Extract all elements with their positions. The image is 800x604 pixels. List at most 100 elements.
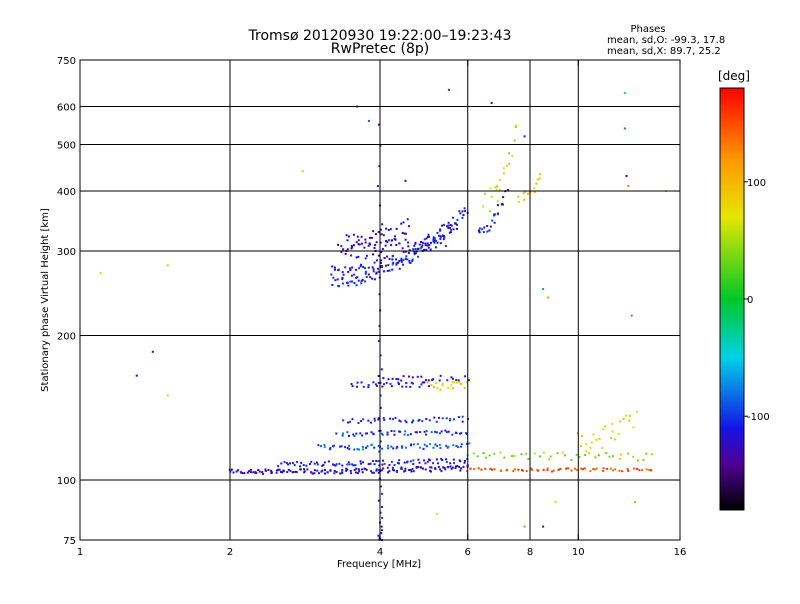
data-point (369, 276, 372, 279)
data-point (379, 511, 382, 514)
data-point (455, 223, 458, 226)
data-point (425, 237, 428, 240)
data-point (488, 210, 491, 213)
data-point (628, 419, 631, 422)
data-point (425, 445, 428, 448)
data-point (426, 236, 429, 239)
data-point (333, 472, 336, 475)
data-point (340, 445, 343, 448)
data-point (320, 470, 323, 473)
data-point (317, 472, 320, 475)
data-point (523, 135, 526, 138)
data-point (435, 458, 438, 461)
data-point (333, 266, 336, 269)
data-point (368, 242, 371, 245)
data-point (583, 467, 586, 470)
data-point (456, 446, 459, 449)
data-point (400, 259, 403, 262)
data-point (542, 451, 545, 454)
data-point (605, 452, 608, 455)
data-point (460, 432, 463, 435)
data-point (323, 443, 326, 446)
x-axis-label: Frequency [MHz] (337, 559, 421, 570)
data-point (447, 221, 450, 224)
phase-stats-x: mean, sd,X: 89.7, 25.2 (607, 46, 721, 57)
data-point (382, 417, 385, 420)
data-point (380, 447, 383, 450)
data-point (373, 446, 376, 449)
data-point (381, 492, 384, 495)
data-point (432, 240, 435, 243)
data-point (355, 241, 358, 244)
data-point (425, 417, 428, 420)
data-point (434, 467, 437, 470)
data-point (365, 468, 368, 471)
data-point (332, 276, 335, 279)
data-point (355, 268, 358, 271)
data-point (241, 472, 244, 475)
data-point (636, 467, 639, 470)
data-point (367, 386, 370, 389)
data-point (459, 460, 462, 463)
data-point (455, 432, 458, 435)
data-point (359, 432, 362, 435)
data-point (373, 261, 376, 264)
data-point (395, 258, 398, 261)
data-point (362, 461, 365, 464)
data-point (429, 248, 432, 251)
data-point (373, 419, 376, 422)
data-point (523, 190, 526, 193)
data-point (502, 196, 505, 199)
data-point (344, 266, 347, 269)
data-point (372, 381, 375, 384)
data-point (409, 460, 412, 463)
data-point (354, 464, 357, 467)
data-point (535, 182, 538, 185)
data-point (380, 368, 383, 371)
data-point (459, 432, 462, 435)
data-point (249, 468, 252, 471)
data-point (493, 452, 496, 455)
data-point (449, 418, 452, 421)
data-point (441, 234, 444, 237)
data-point (511, 455, 514, 458)
data-point (391, 263, 394, 266)
data-point (427, 385, 430, 388)
data-point (369, 462, 372, 465)
data-point (391, 258, 394, 261)
data-point (381, 463, 384, 466)
data-point (526, 192, 529, 195)
data-point (436, 462, 439, 465)
data-point (513, 468, 516, 471)
data-point (455, 227, 458, 230)
data-point (609, 436, 612, 439)
y-tick-label: 75 (63, 536, 76, 547)
data-point (511, 154, 514, 157)
data-point (412, 459, 415, 462)
data-point (384, 264, 387, 267)
data-point (428, 243, 431, 246)
data-point (438, 432, 441, 435)
data-point (457, 416, 460, 419)
data-point (463, 461, 466, 464)
data-point (386, 433, 389, 436)
data-point (346, 281, 349, 284)
data-point (427, 233, 430, 236)
data-point (442, 466, 445, 469)
data-point (419, 247, 422, 250)
data-point (468, 442, 471, 445)
data-point (232, 471, 235, 474)
data-point (392, 418, 395, 421)
data-point (417, 458, 420, 461)
data-point (404, 250, 407, 253)
data-point (459, 212, 462, 215)
data-point (166, 264, 169, 267)
data-point (360, 381, 363, 384)
data-point (386, 269, 389, 272)
data-point (391, 268, 394, 271)
data-point (439, 388, 442, 391)
data-point (352, 244, 355, 247)
data-point (377, 471, 380, 474)
data-point (411, 382, 414, 385)
data-point (623, 92, 626, 95)
